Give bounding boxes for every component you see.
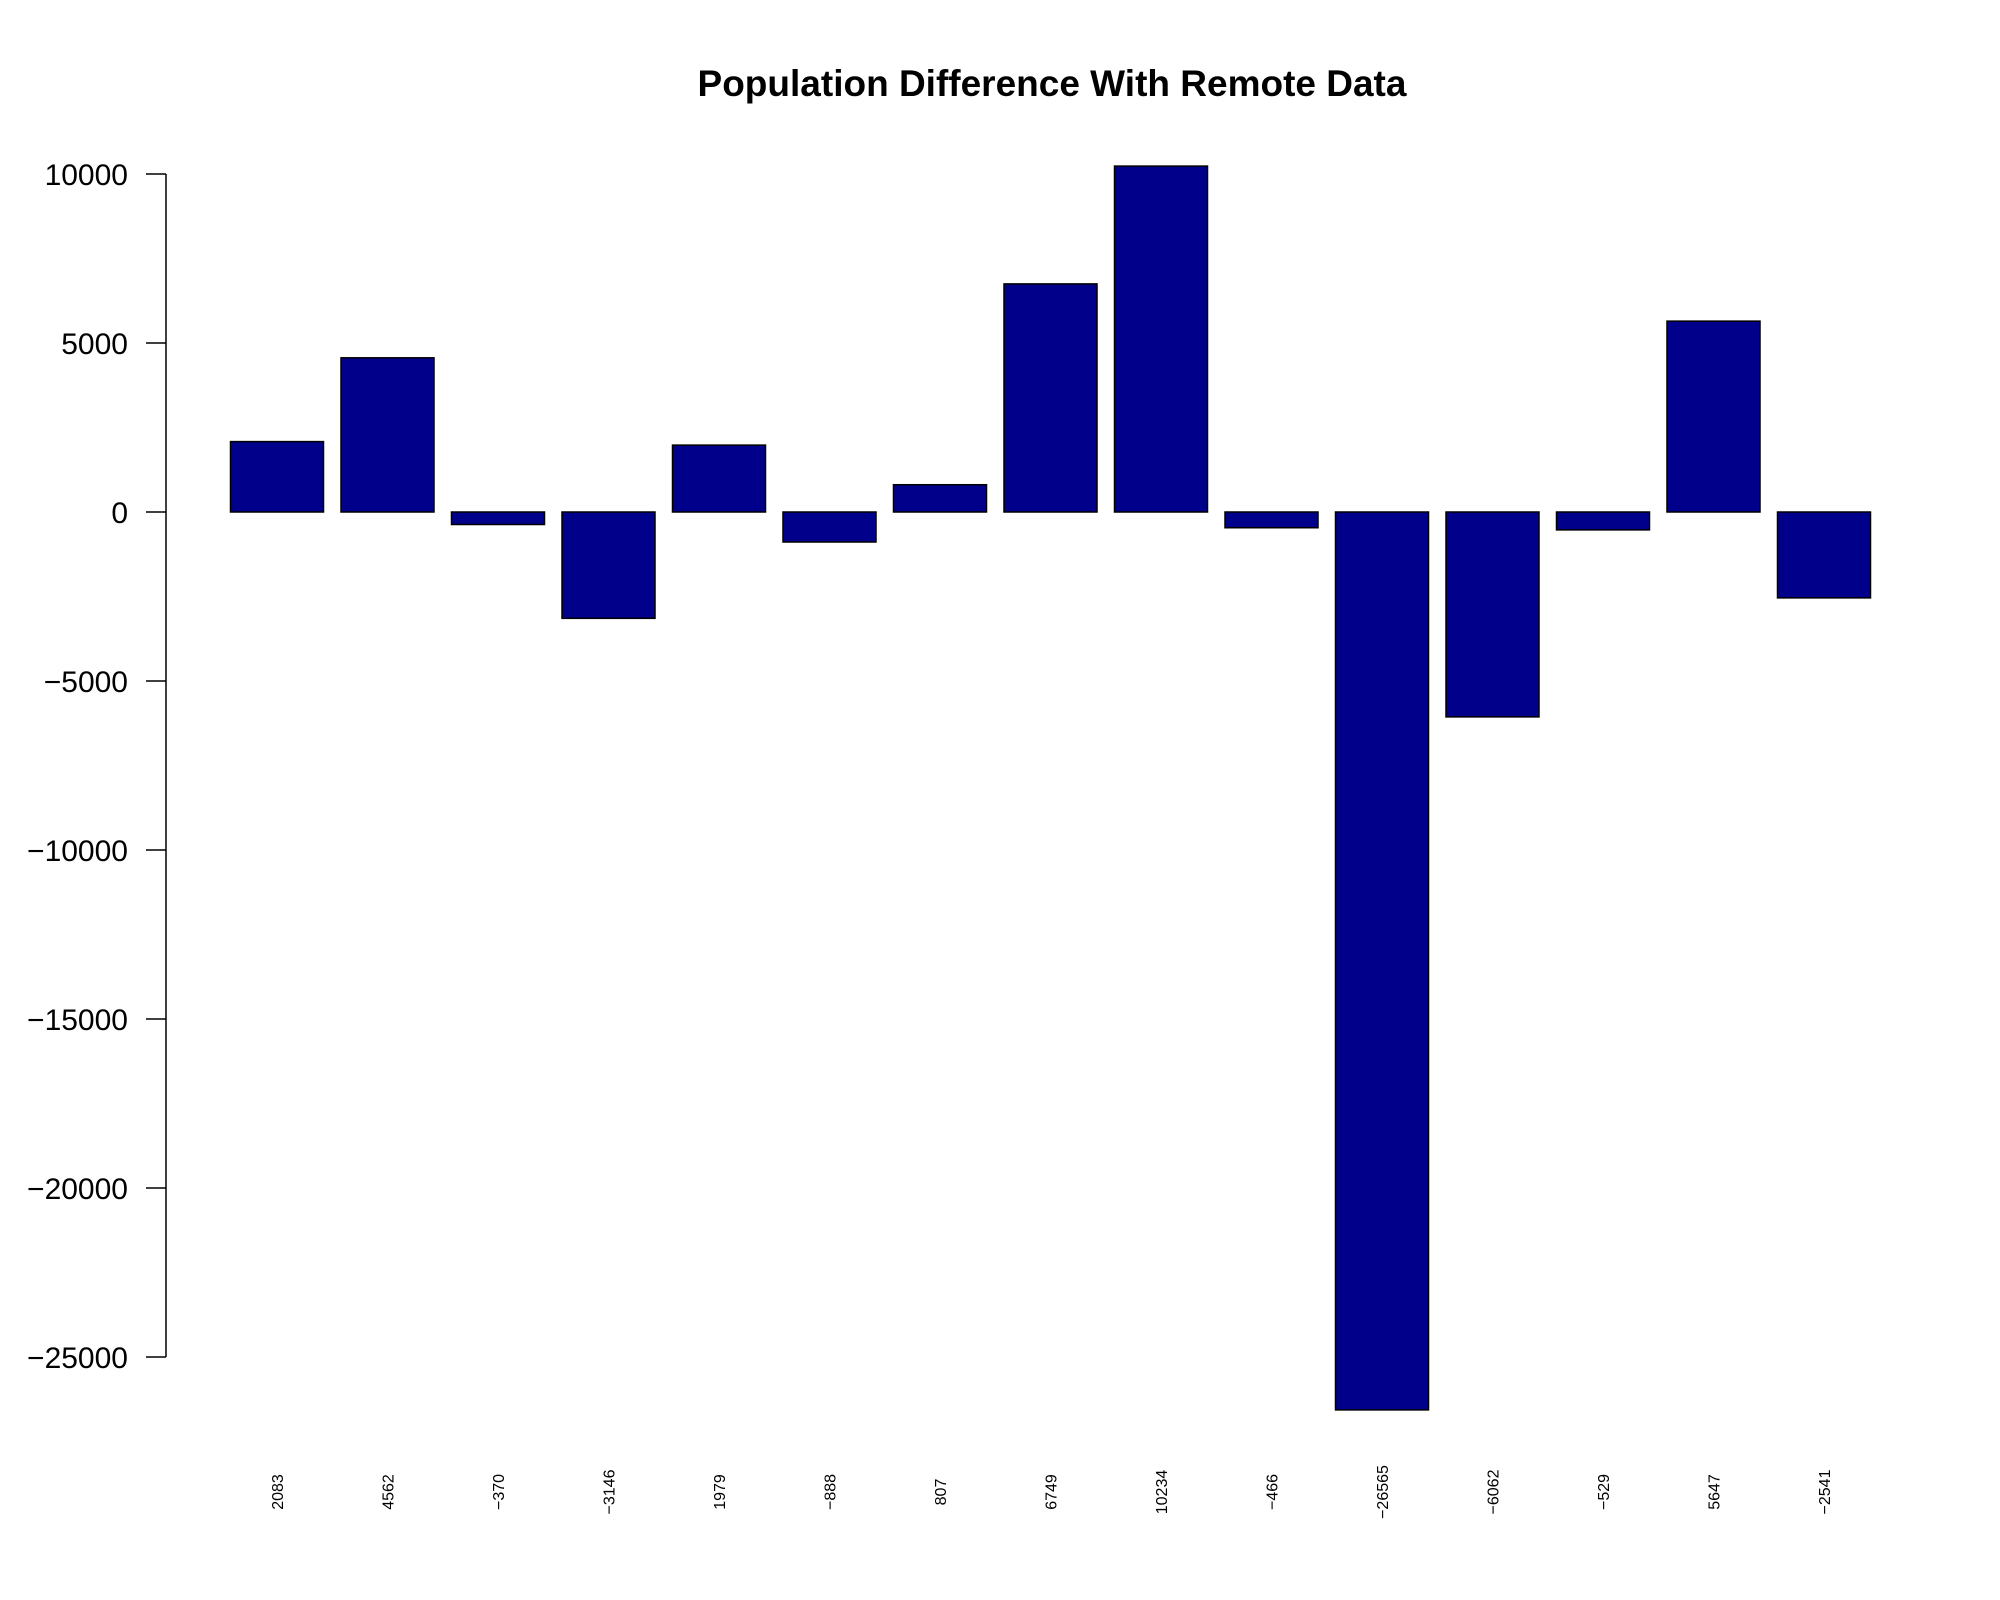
bar-label: −888 [823, 1474, 840, 1510]
bar-label: 10234 [1154, 1470, 1171, 1515]
bar-label: 807 [933, 1479, 950, 1506]
bar-label: −529 [1596, 1474, 1613, 1510]
bar-label: −26565 [1375, 1465, 1392, 1519]
bars [229, 165, 1872, 1411]
bar [671, 444, 767, 513]
bar-label: 6749 [1044, 1474, 1061, 1510]
bar [782, 511, 877, 543]
bar-labels: 2083 4562 −370 −3146 1979 −888 807 6749 10234 −46… [270, 1465, 1834, 1519]
y-tick-label: −15000 [27, 1004, 128, 1037]
bar [229, 440, 325, 513]
bar-label: −370 [491, 1474, 508, 1510]
bar [1113, 165, 1209, 513]
bar [1776, 511, 1872, 599]
y-tick-label: −10000 [27, 835, 128, 868]
bar-label: −6062 [1486, 1469, 1503, 1514]
bar [1003, 283, 1098, 513]
y-tick-label: −5000 [44, 666, 128, 699]
y-tick-label: 10000 [45, 159, 128, 192]
bar-label: −3146 [602, 1469, 619, 1514]
bar [340, 357, 435, 513]
bar [892, 483, 988, 513]
bar [450, 511, 546, 526]
bar-label: 5647 [1707, 1474, 1724, 1510]
bar-label: 2083 [270, 1474, 287, 1510]
bar [1555, 511, 1651, 531]
bar [561, 511, 656, 620]
bar [1334, 511, 1430, 1411]
y-tick-label: 0 [111, 497, 128, 530]
bar [1666, 320, 1761, 513]
y-axis: 10000 5000 0 −5000 −10000 −15000 −20000 −25000 [27, 159, 167, 1375]
y-tick-label: −25000 [27, 1342, 128, 1375]
bar-label: 1979 [712, 1474, 729, 1510]
bar [1445, 511, 1540, 718]
bar-label: −466 [1265, 1474, 1282, 1510]
y-tick-label: 5000 [61, 328, 128, 361]
chart-title: Population Difference With Remote Data [698, 63, 1407, 104]
bar [1224, 511, 1319, 529]
bar-label: −2541 [1817, 1469, 1834, 1514]
y-tick-label: −20000 [27, 1173, 128, 1206]
bar-label: 4562 [381, 1474, 398, 1510]
